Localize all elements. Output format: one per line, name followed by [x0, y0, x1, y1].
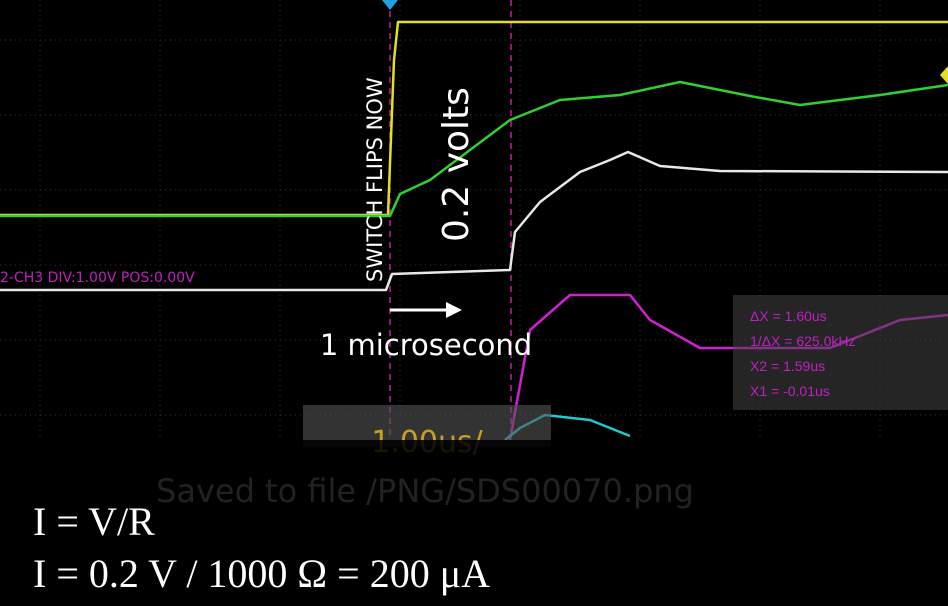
caption-band: [0, 440, 948, 606]
save-message: Saved to file /PNG/SDS00070.png: [156, 472, 694, 510]
switch-label: SWITCH FLIPS NOW: [363, 77, 387, 282]
cursor-panel: [733, 295, 948, 410]
voltage-label: 0.2 volts: [436, 87, 477, 242]
cursor-readout: X2 = 1.59us: [750, 358, 825, 374]
trigger-marker: [382, 0, 398, 10]
cursor-readout: X1 = -0.01us: [750, 383, 830, 399]
equation: I = V/R: [33, 499, 155, 544]
time-label: 1 microsecond: [320, 328, 532, 362]
white-trace: [0, 150, 948, 292]
cursor-readout: ΔX = 1.60us: [750, 308, 827, 324]
cursor-readout: 1/ΔX = 625.0kHz: [750, 333, 855, 349]
green-trace: [0, 80, 948, 218]
level-marker: [940, 66, 948, 84]
channel-info: 2-CH3 DIV:1.00V POS:0.00V: [0, 270, 195, 286]
equation: I = 0.2 V / 1000 Ω = 200 μA: [33, 551, 490, 596]
time-arrow-head: [446, 302, 462, 318]
